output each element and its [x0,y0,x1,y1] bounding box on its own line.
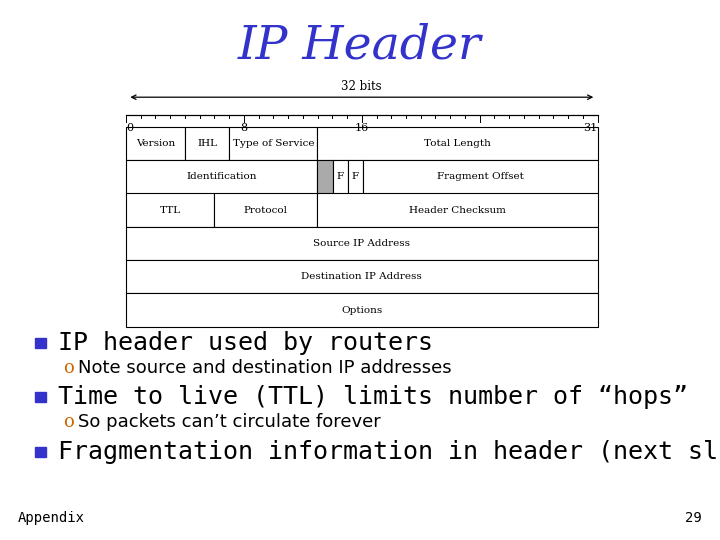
Bar [348,160,363,193]
Bar [126,293,598,327]
Text: TTL: TTL [160,206,181,214]
Text: Fragment Offset: Fragment Offset [437,172,523,181]
Bar [35,447,46,457]
Text: Destination IP Address: Destination IP Address [302,272,422,281]
Text: Appendix: Appendix [18,511,85,525]
Text: IP header used by routers: IP header used by routers [58,331,433,355]
Text: 31: 31 [583,123,598,133]
Text: IP Header: IP Header [238,23,482,69]
Text: Note source and destination IP addresses: Note source and destination IP addresses [78,359,451,377]
Bar [318,160,333,193]
Bar [35,392,46,402]
Bar [214,193,317,227]
Text: o: o [63,413,74,431]
Text: Options: Options [341,306,382,314]
Text: Version: Version [136,139,175,148]
Text: 0: 0 [126,123,133,133]
Text: So packets can’t circulate forever: So packets can’t circulate forever [78,413,380,431]
Bar [126,260,598,293]
Text: Header Checksum: Header Checksum [409,206,505,214]
Bar [126,127,185,160]
Bar [363,160,598,193]
Bar [126,227,598,260]
Text: Source IP Address: Source IP Address [313,239,410,248]
Text: Identification: Identification [186,172,257,181]
Bar [333,160,348,193]
Bar [229,127,318,160]
Text: F: F [336,172,343,181]
Text: IHL: IHL [197,139,217,148]
Bar [185,127,229,160]
Bar [35,338,46,348]
Bar [126,193,214,227]
Text: 8: 8 [240,123,248,133]
Text: Time to live (TTL) limits number of “hops”: Time to live (TTL) limits number of “hop… [58,385,688,409]
Text: o: o [63,359,74,377]
Text: Protocol: Protocol [243,206,287,214]
Text: Type of Service: Type of Service [233,139,314,148]
Text: 29: 29 [685,511,702,525]
Text: Total Length: Total Length [424,139,491,148]
Text: F: F [351,172,359,181]
Text: 16: 16 [355,123,369,133]
Text: Fragmentation information in header (next slide): Fragmentation information in header (nex… [58,440,720,464]
Bar [317,193,598,227]
Text: 32 bits: 32 bits [341,80,382,93]
Bar [318,127,598,160]
Bar [126,160,318,193]
